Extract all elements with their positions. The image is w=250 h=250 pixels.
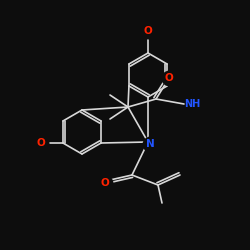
- Text: O: O: [100, 178, 110, 188]
- Text: O: O: [36, 138, 45, 148]
- Text: NH: NH: [184, 99, 200, 109]
- Text: N: N: [146, 139, 154, 149]
- Text: O: O: [164, 73, 173, 83]
- Text: O: O: [144, 26, 152, 36]
